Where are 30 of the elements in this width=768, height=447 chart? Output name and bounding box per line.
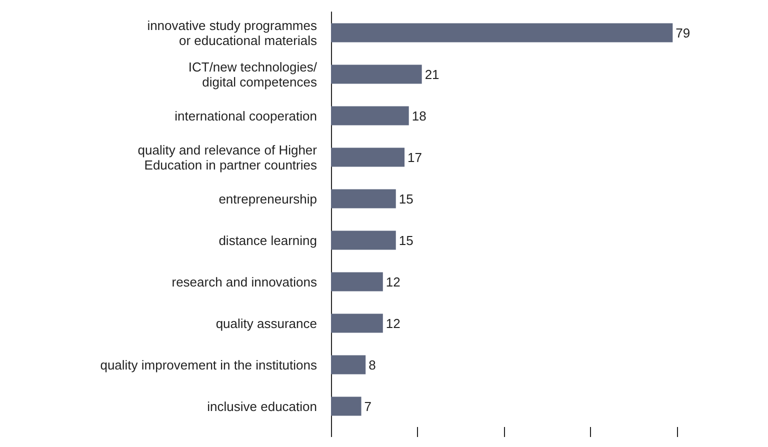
y-tick-label: ICT/new technologies/ digital competences [188,59,318,90]
y-tick-label: research and innovations [172,274,318,290]
y-tick-label: innovative study programmes or educational materials [147,18,318,48]
y-tick-label: distance learning [218,232,317,248]
bar [331,355,366,374]
bar [331,148,405,167]
y-tick-label: quality improvement in the institutions [100,357,318,372]
bar [331,230,396,250]
y-tick-label: international cooperation [174,108,317,124]
bar [331,189,396,208]
bar [331,106,409,126]
bar [331,314,383,333]
data-label: 17 [408,150,422,165]
y-tick-label: inclusive education [207,398,317,414]
data-label: 12 [386,274,400,290]
bar [331,64,422,84]
bar [331,272,383,292]
data-label: 21 [424,66,440,82]
data-label: 12 [386,316,400,331]
data-label: 15 [398,191,414,206]
data-label: 79 [676,25,690,40]
y-tick-label: quality assurance [216,316,317,331]
bar [331,23,673,42]
y-tick-label: quality and relevance of Higher Education in partner countries [138,142,318,172]
data-label: 7 [364,398,372,414]
data-label: 8 [368,357,376,372]
y-tick-label: entrepreneurship [218,191,317,206]
bar [331,396,362,416]
data-label: 18 [412,108,426,124]
data-label: 15 [398,232,414,248]
